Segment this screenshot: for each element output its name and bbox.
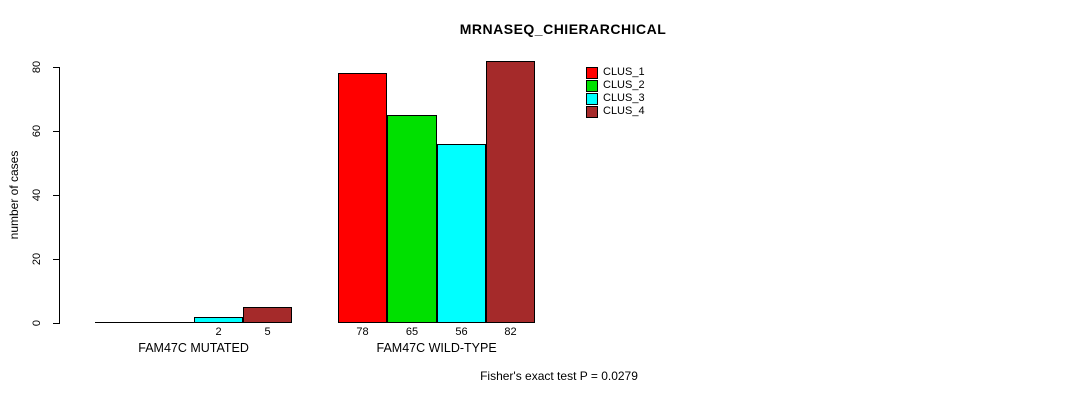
bar-clus_1 [95, 322, 145, 323]
bar-clus_4 [486, 61, 535, 323]
bar-clus_3 [437, 144, 486, 323]
y-tick-label: 40 [31, 188, 43, 202]
bar-value-label: 65 [405, 326, 419, 338]
bar-value-label: 2 [215, 326, 222, 338]
y-tick-label: 20 [31, 252, 43, 266]
bar-clus_3 [194, 317, 243, 323]
legend-swatch-icon [586, 105, 598, 118]
legend-label: CLUS_3 [603, 92, 645, 104]
bar-value-label: 82 [504, 326, 517, 338]
bar-value-label: 5 [264, 326, 271, 338]
y-axis-label: number of cases [7, 150, 21, 240]
legend-label: CLUS_4 [603, 105, 645, 117]
legend-swatch-icon [586, 92, 598, 105]
y-tick-mark [53, 195, 60, 196]
bar-clus_2 [144, 322, 195, 323]
y-tick-mark [53, 323, 60, 324]
y-tick-label: 0 [31, 319, 43, 327]
legend: CLUS_1 CLUS_2 CLUS_3 CLUS_4 [586, 66, 645, 118]
legend-item-clus_4: CLUS_4 [586, 105, 645, 118]
group-label: FAM47C MUTATED [138, 341, 249, 355]
bar-value-label: 78 [356, 326, 369, 338]
legend-label: CLUS_1 [603, 66, 645, 78]
y-tick-mark [53, 131, 60, 132]
y-tick-label: 80 [31, 60, 43, 74]
group-label: FAM47C WILD-TYPE [376, 341, 497, 355]
legend-item-clus_2: CLUS_2 [586, 79, 645, 92]
legend-label: CLUS_2 [603, 79, 645, 91]
bar-clus_1 [338, 73, 387, 323]
annotation-text: Fisher's exact test P = 0.0279 [480, 369, 638, 383]
y-tick-label: 60 [31, 124, 43, 138]
legend-item-clus_1: CLUS_1 [586, 66, 645, 79]
bar-clus_4 [243, 307, 292, 323]
bar-value-label: 56 [455, 326, 468, 338]
legend-swatch-icon [586, 66, 598, 79]
chart-title: MRNASEQ_CHIERARCHICAL [459, 21, 667, 37]
bar-clus_2 [387, 115, 437, 323]
legend-item-clus_3: CLUS_3 [586, 92, 645, 105]
legend-swatch-icon [586, 79, 598, 92]
y-tick-mark [53, 259, 60, 260]
y-tick-mark [53, 67, 60, 68]
